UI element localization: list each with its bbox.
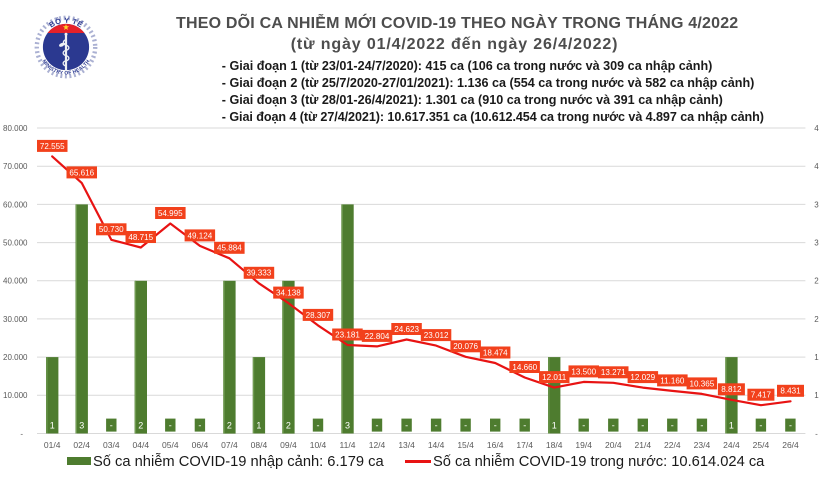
svg-text:-: - <box>641 420 644 430</box>
svg-text:49.124: 49.124 <box>188 231 213 240</box>
svg-text:12.011: 12.011 <box>542 373 567 382</box>
svg-text:03/4: 03/4 <box>103 440 120 450</box>
svg-text:-: - <box>317 420 320 430</box>
svg-text:13.271: 13.271 <box>601 368 626 377</box>
svg-text:34.138: 34.138 <box>276 289 301 298</box>
svg-text:50.730: 50.730 <box>99 225 124 234</box>
svg-text:-: - <box>376 420 379 430</box>
svg-text:20.076: 20.076 <box>453 342 478 351</box>
svg-text:45.884: 45.884 <box>217 244 242 253</box>
svg-text:11/4: 11/4 <box>340 440 356 450</box>
svg-text:80.000: 80.000 <box>3 124 28 133</box>
svg-text:2: 2 <box>814 315 819 324</box>
svg-text:-: - <box>435 420 438 430</box>
svg-text:28.307: 28.307 <box>306 311 331 320</box>
svg-text:11.160: 11.160 <box>660 376 685 385</box>
svg-text:08/4: 08/4 <box>251 440 268 450</box>
svg-text:48.715: 48.715 <box>128 233 153 242</box>
svg-text:19/4: 19/4 <box>575 440 592 450</box>
svg-text:30.000: 30.000 <box>3 315 28 324</box>
svg-text:3: 3 <box>814 200 819 209</box>
svg-text:7.417: 7.417 <box>751 391 772 400</box>
svg-text:21/4: 21/4 <box>635 440 652 450</box>
svg-text:17/4: 17/4 <box>516 440 533 450</box>
svg-text:26/4: 26/4 <box>782 440 799 450</box>
svg-text:04/4: 04/4 <box>133 440 150 450</box>
svg-text:1: 1 <box>729 420 734 430</box>
svg-text:10.365: 10.365 <box>690 379 715 388</box>
svg-text:-: - <box>612 420 615 430</box>
svg-text:-: - <box>494 420 497 430</box>
svg-text:-: - <box>815 429 818 438</box>
svg-text:54.995: 54.995 <box>158 209 183 218</box>
svg-text:8.812: 8.812 <box>721 385 742 394</box>
svg-text:20.000: 20.000 <box>3 353 28 362</box>
svg-text:-: - <box>198 420 201 430</box>
svg-text:10/4: 10/4 <box>310 440 327 450</box>
svg-text:4: 4 <box>814 162 819 171</box>
svg-text:-: - <box>110 420 113 430</box>
svg-text:-: - <box>20 429 23 438</box>
svg-text:05/4: 05/4 <box>162 440 179 450</box>
svg-text:10.000: 10.000 <box>3 391 28 400</box>
svg-text:39.333: 39.333 <box>247 269 272 278</box>
svg-text:12/4: 12/4 <box>369 440 386 450</box>
svg-text:-: - <box>405 420 408 430</box>
svg-text:2: 2 <box>227 420 232 430</box>
svg-text:BỘ Y TẾ: BỘ Y TẾ <box>47 16 85 30</box>
svg-text:20/4: 20/4 <box>605 440 622 450</box>
svg-text:13/4: 13/4 <box>398 440 415 450</box>
svg-text:70.000: 70.000 <box>3 162 28 171</box>
svg-text:1: 1 <box>814 353 819 362</box>
svg-text:60.000: 60.000 <box>3 200 28 209</box>
svg-text:3: 3 <box>814 239 819 248</box>
svg-text:13.500: 13.500 <box>571 367 596 376</box>
svg-text:16/4: 16/4 <box>487 440 504 450</box>
svg-text:18.474: 18.474 <box>483 348 508 357</box>
svg-text:18/4: 18/4 <box>546 440 563 450</box>
svg-text:14/4: 14/4 <box>428 440 445 450</box>
svg-text:15/4: 15/4 <box>457 440 474 450</box>
svg-text:-: - <box>582 420 585 430</box>
svg-text:23/4: 23/4 <box>694 440 711 450</box>
svg-text:25/4: 25/4 <box>753 440 770 450</box>
svg-text:8.431: 8.431 <box>780 387 801 396</box>
svg-text:-: - <box>789 420 792 430</box>
svg-text:40.000: 40.000 <box>3 277 28 286</box>
svg-text:-: - <box>169 420 172 430</box>
svg-text:1: 1 <box>814 391 819 400</box>
svg-text:01/4: 01/4 <box>44 440 61 450</box>
svg-text:02/4: 02/4 <box>73 440 90 450</box>
svg-text:09/4: 09/4 <box>280 440 297 450</box>
svg-text:22.804: 22.804 <box>365 332 390 341</box>
svg-text:06/4: 06/4 <box>192 440 209 450</box>
svg-text:24.623: 24.623 <box>394 325 419 334</box>
svg-text:2: 2 <box>286 420 291 430</box>
svg-text:3: 3 <box>345 420 350 430</box>
svg-text:2: 2 <box>138 420 143 430</box>
svg-text:23.012: 23.012 <box>424 331 449 340</box>
svg-text:-: - <box>671 420 674 430</box>
svg-text:-: - <box>523 420 526 430</box>
svg-text:65.616: 65.616 <box>69 168 94 177</box>
svg-text:24/4: 24/4 <box>723 440 740 450</box>
svg-text:07/4: 07/4 <box>221 440 238 450</box>
svg-text:-: - <box>759 420 762 430</box>
svg-text:1: 1 <box>50 420 55 430</box>
svg-text:72.555: 72.555 <box>40 142 65 151</box>
svg-text:12.029: 12.029 <box>630 373 655 382</box>
svg-text:1: 1 <box>256 420 261 430</box>
svg-text:-: - <box>700 420 703 430</box>
svg-text:4: 4 <box>814 124 819 133</box>
svg-text:23.181: 23.181 <box>335 330 360 339</box>
svg-text:-: - <box>464 420 467 430</box>
svg-text:1: 1 <box>552 420 557 430</box>
svg-text:50.000: 50.000 <box>3 239 28 248</box>
svg-text:3: 3 <box>79 420 84 430</box>
svg-text:14.660: 14.660 <box>512 363 537 372</box>
svg-text:22/4: 22/4 <box>664 440 681 450</box>
svg-text:2: 2 <box>814 277 819 286</box>
